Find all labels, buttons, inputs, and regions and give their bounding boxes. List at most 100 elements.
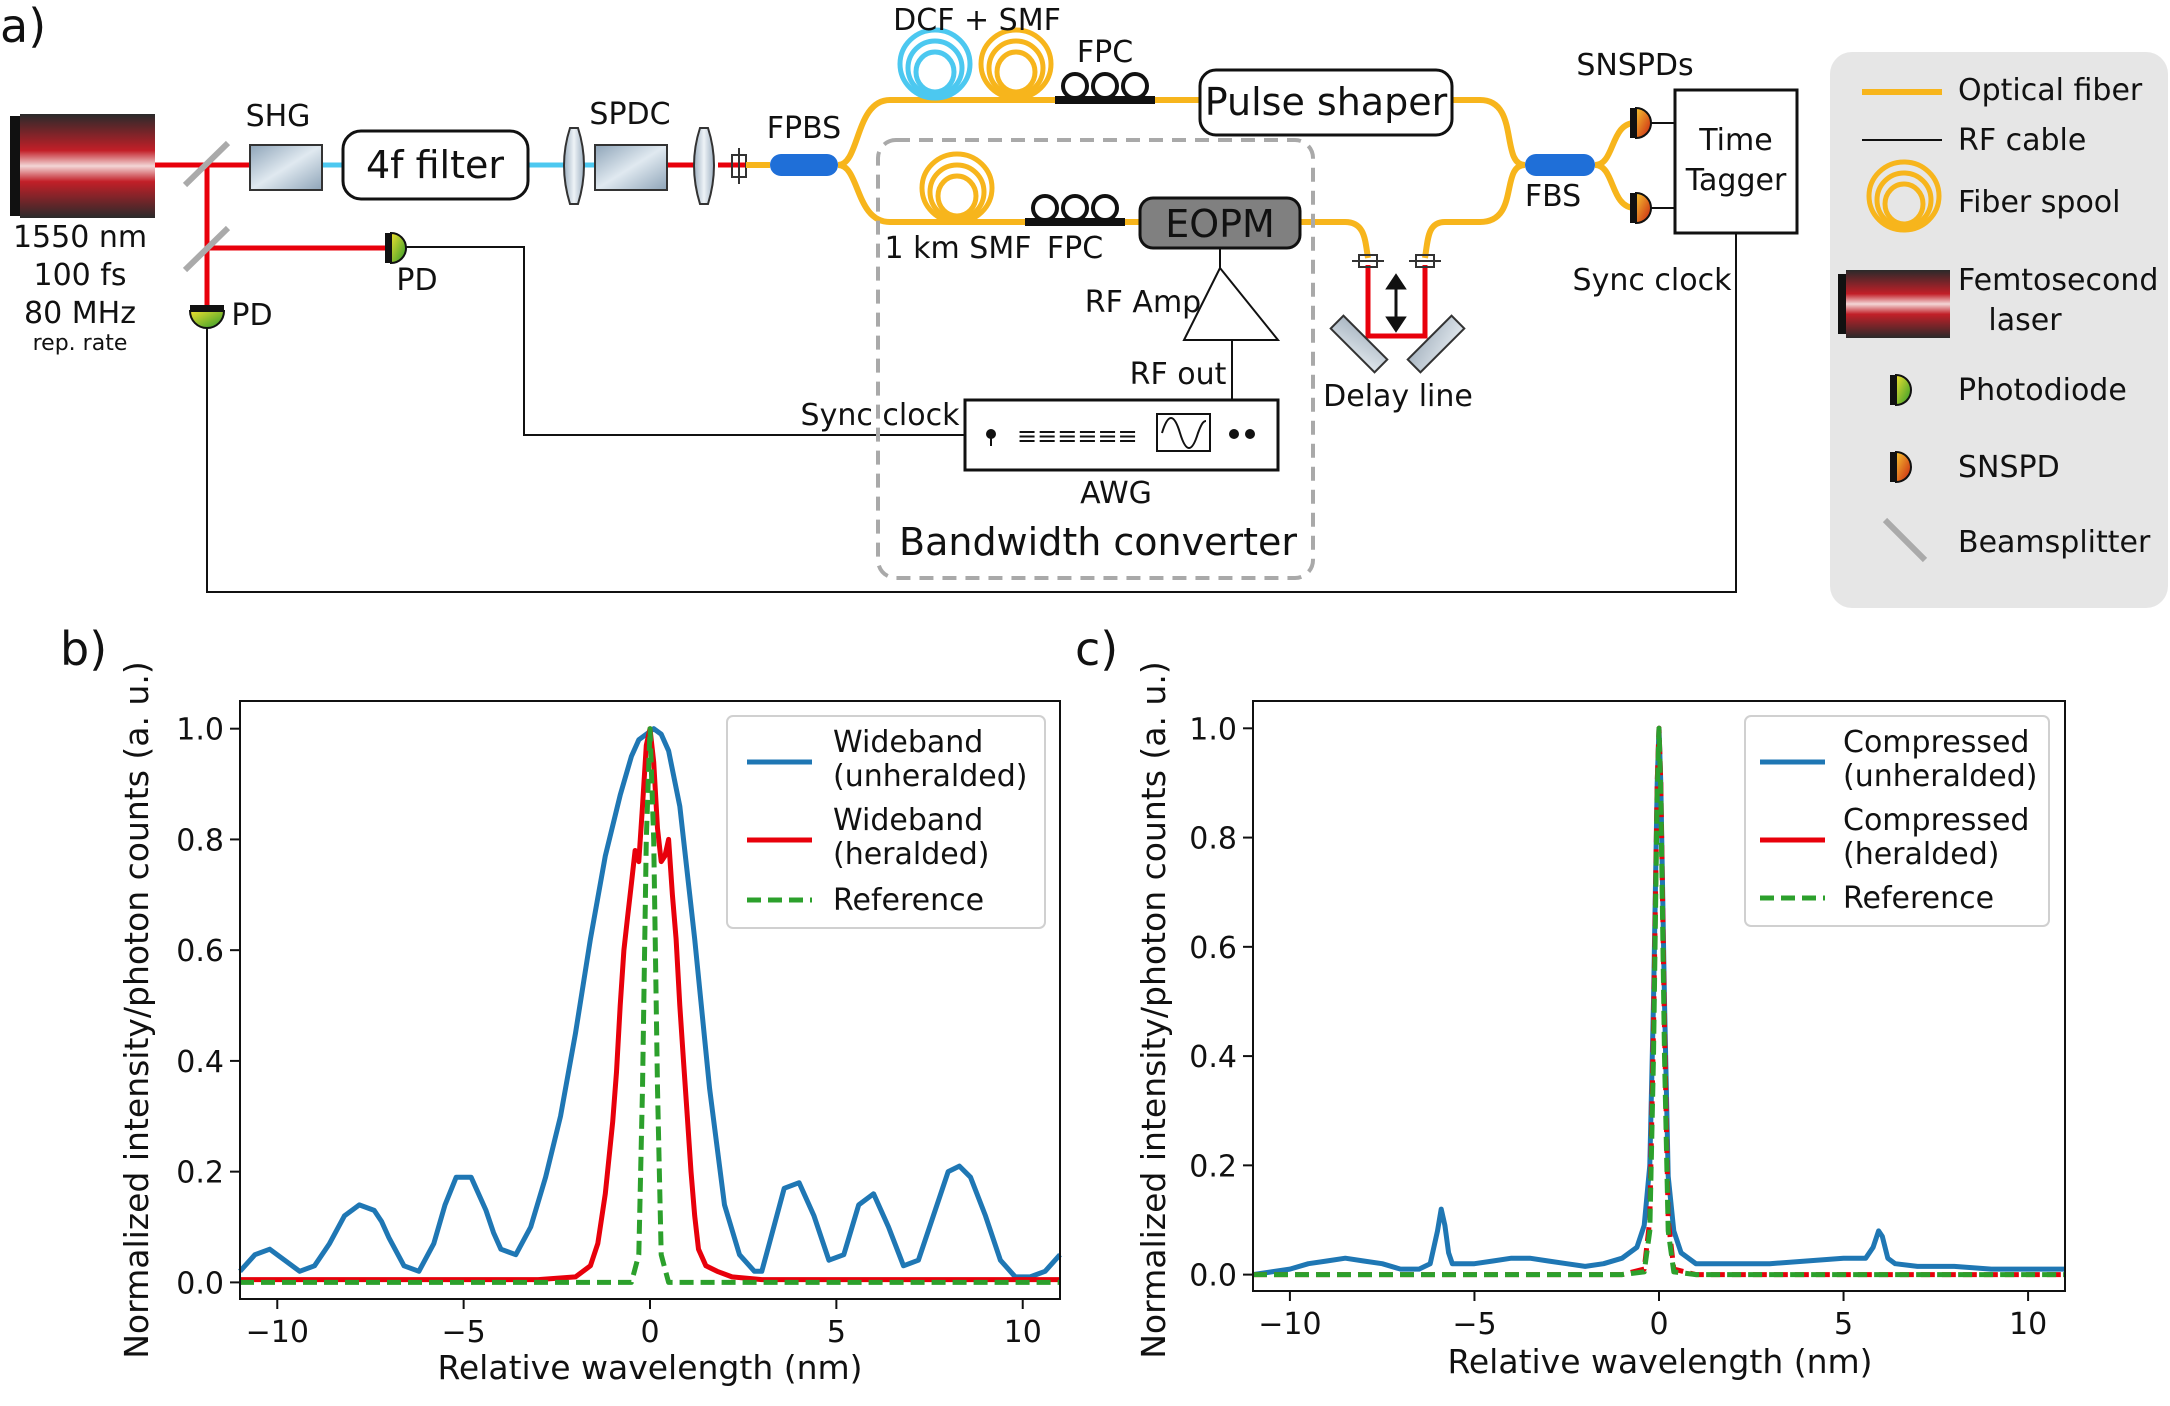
legend-fiber-spool-icon	[1866, 159, 1942, 233]
series-line-2	[1253, 725, 2065, 1278]
chart-c-legend-1b: (unheralded)	[1843, 759, 2038, 794]
optical-fibers	[837, 97, 1636, 259]
fpc-top-icon	[1055, 72, 1155, 104]
panel-b-letter: b)	[60, 622, 107, 676]
time-tagger-sync-clock-label: Sync clock	[1573, 263, 1733, 298]
chart-b-legend-1b: (unheralded)	[833, 759, 1028, 794]
lens-2	[693, 127, 715, 205]
rf-amp-label: RF Amp	[1085, 285, 1201, 320]
awg-dot-icon	[1245, 429, 1255, 439]
delay-line-label: Delay line	[1323, 379, 1473, 414]
chart-b-legend-1a: Wideband	[833, 725, 983, 760]
snspds-label: SNSPDs	[1576, 48, 1693, 83]
awg-label: AWG	[1080, 476, 1152, 511]
km-smf-label: 1 km SMF	[885, 231, 1032, 266]
series-line-2	[240, 726, 1060, 1285]
legend-laser-icon	[1838, 270, 1950, 338]
spdc-label: SPDC	[589, 97, 670, 132]
series-line-0	[1252, 725, 2065, 1278]
y-tick-label: 0.2	[1189, 1149, 1237, 1184]
legend-photodiode-icon	[1890, 373, 1912, 407]
time-tagger-label-2: Tagger	[1685, 163, 1787, 198]
chart-c-axes-frame	[1252, 700, 2066, 1292]
x-tick-label: 10	[1004, 1315, 1042, 1350]
4f-filter-box	[341, 129, 530, 201]
x-tick-label: 0	[640, 1315, 659, 1350]
lens-1	[563, 127, 585, 205]
pulse-shaper-box	[1198, 68, 1454, 137]
awg-dot-icon	[1229, 429, 1239, 439]
time-tagger-box	[1673, 88, 1799, 235]
chart-c-legend-2a: Compressed	[1843, 803, 2029, 838]
legend-beamsplitter: Beamsplitter	[1958, 525, 2151, 560]
chart-c-legend-2b: (heralded)	[1843, 837, 1999, 872]
snspd-2	[1630, 191, 1652, 225]
y-tick-label: 1.0	[1189, 712, 1237, 747]
y-tick-label: 1.0	[176, 713, 224, 748]
legend-photodiode: Photodiode	[1958, 373, 2127, 408]
4f-filter-label: 4f filter	[366, 143, 504, 187]
delay-arrow-icon	[1385, 273, 1407, 333]
y-tick-label: 0.4	[1189, 1040, 1237, 1075]
legend-snspd: SNSPD	[1958, 450, 2060, 485]
legend-snspd-icon	[1890, 450, 1912, 484]
x-tick-label: −5	[442, 1315, 486, 1350]
chart-b-legend: Wideband (unheralded) Wideband (heralded…	[726, 715, 1046, 929]
laser-rep-rate-value: 80 MHz	[24, 296, 136, 331]
chart-b-xlabel: Relative wavelength (nm)	[437, 1348, 862, 1387]
km-smf-spool-icon	[919, 151, 995, 225]
y-tick-label: 0.8	[1189, 822, 1237, 857]
delay-couplers	[1352, 254, 1441, 268]
chart-b-legend-2a: Wideband	[833, 803, 983, 838]
awg-box	[963, 398, 1280, 472]
fpc-bottom-icon	[1025, 194, 1125, 226]
shg-crystal	[249, 144, 323, 191]
legend-rf-cable: RF cable	[1958, 123, 2086, 158]
fbs	[1525, 154, 1595, 176]
laser-rep-rate-label: rep. rate	[33, 331, 128, 356]
x-tick-label: 0	[1649, 1307, 1668, 1342]
y-tick-label: 0.0	[1189, 1259, 1237, 1294]
beamsplitter-1	[182, 140, 231, 188]
bandwidth-converter-box	[876, 138, 1315, 580]
chart-c-ticks: −10 −5 0 5 10 0.0 0.2 0.4 0.6 0.8 1.0	[1189, 712, 2047, 1342]
x-tick-label: −5	[1452, 1307, 1496, 1342]
panel-a-letter: a)	[0, 0, 46, 53]
x-tick-label: −10	[246, 1315, 309, 1350]
chart-c-legend: Compressed (unheralded) Compressed (hera…	[1744, 715, 2050, 927]
photodiode-2	[188, 305, 226, 329]
delay-line-beam	[1365, 265, 1428, 339]
snspd-1	[1630, 106, 1652, 140]
y-tick-label: 0.4	[176, 1045, 224, 1080]
shg-label: SHG	[246, 99, 311, 134]
pulse-shaper-label: Pulse shaper	[1205, 80, 1448, 124]
dcf-smf-label: DCF + SMF	[893, 3, 1061, 38]
spdc-crystal	[594, 144, 668, 191]
chart-c-ylabel: Normalized intensity/photon counts (a. u…	[1134, 661, 1173, 1359]
fpbs-label: FPBS	[767, 111, 841, 146]
x-tick-label: 5	[827, 1315, 846, 1350]
smf-spool-icon	[978, 27, 1054, 101]
awg-screen	[1156, 413, 1211, 452]
laser-pulse-duration: 100 fs	[34, 258, 127, 293]
photodiode-1	[385, 231, 407, 265]
chart-c-legend-3: Reference	[1843, 881, 1994, 916]
sine-wave-icon	[1161, 417, 1207, 449]
fbs-label: FBS	[1525, 179, 1581, 214]
eopm-label: EOPM	[1165, 202, 1275, 246]
legend-laser-line2: laser	[1988, 303, 2062, 338]
chart-b-legend-3: Reference	[833, 883, 984, 918]
y-tick-label: 0.0	[176, 1266, 224, 1301]
x-tick-label: −10	[1258, 1307, 1321, 1342]
bandwidth-converter-label: Bandwidth converter	[899, 520, 1297, 564]
dcf-spool-icon	[897, 27, 973, 101]
time-tagger-label-1: Time	[1698, 123, 1772, 158]
pd2-label: PD	[231, 298, 272, 333]
chart-b: b) Normalized intensity/photon counts (a…	[60, 622, 1062, 1387]
panel-c-letter: c)	[1075, 622, 1118, 676]
legend-laser-line1: Femtosecond	[1958, 263, 2158, 298]
x-tick-label: 5	[1834, 1307, 1853, 1342]
fpc-top-label: FPC	[1077, 35, 1133, 70]
setup-diagram: a) 1550 nm 100 fs 80 MHz rep. rate S	[0, 0, 2168, 608]
pd1-label: PD	[396, 263, 437, 298]
